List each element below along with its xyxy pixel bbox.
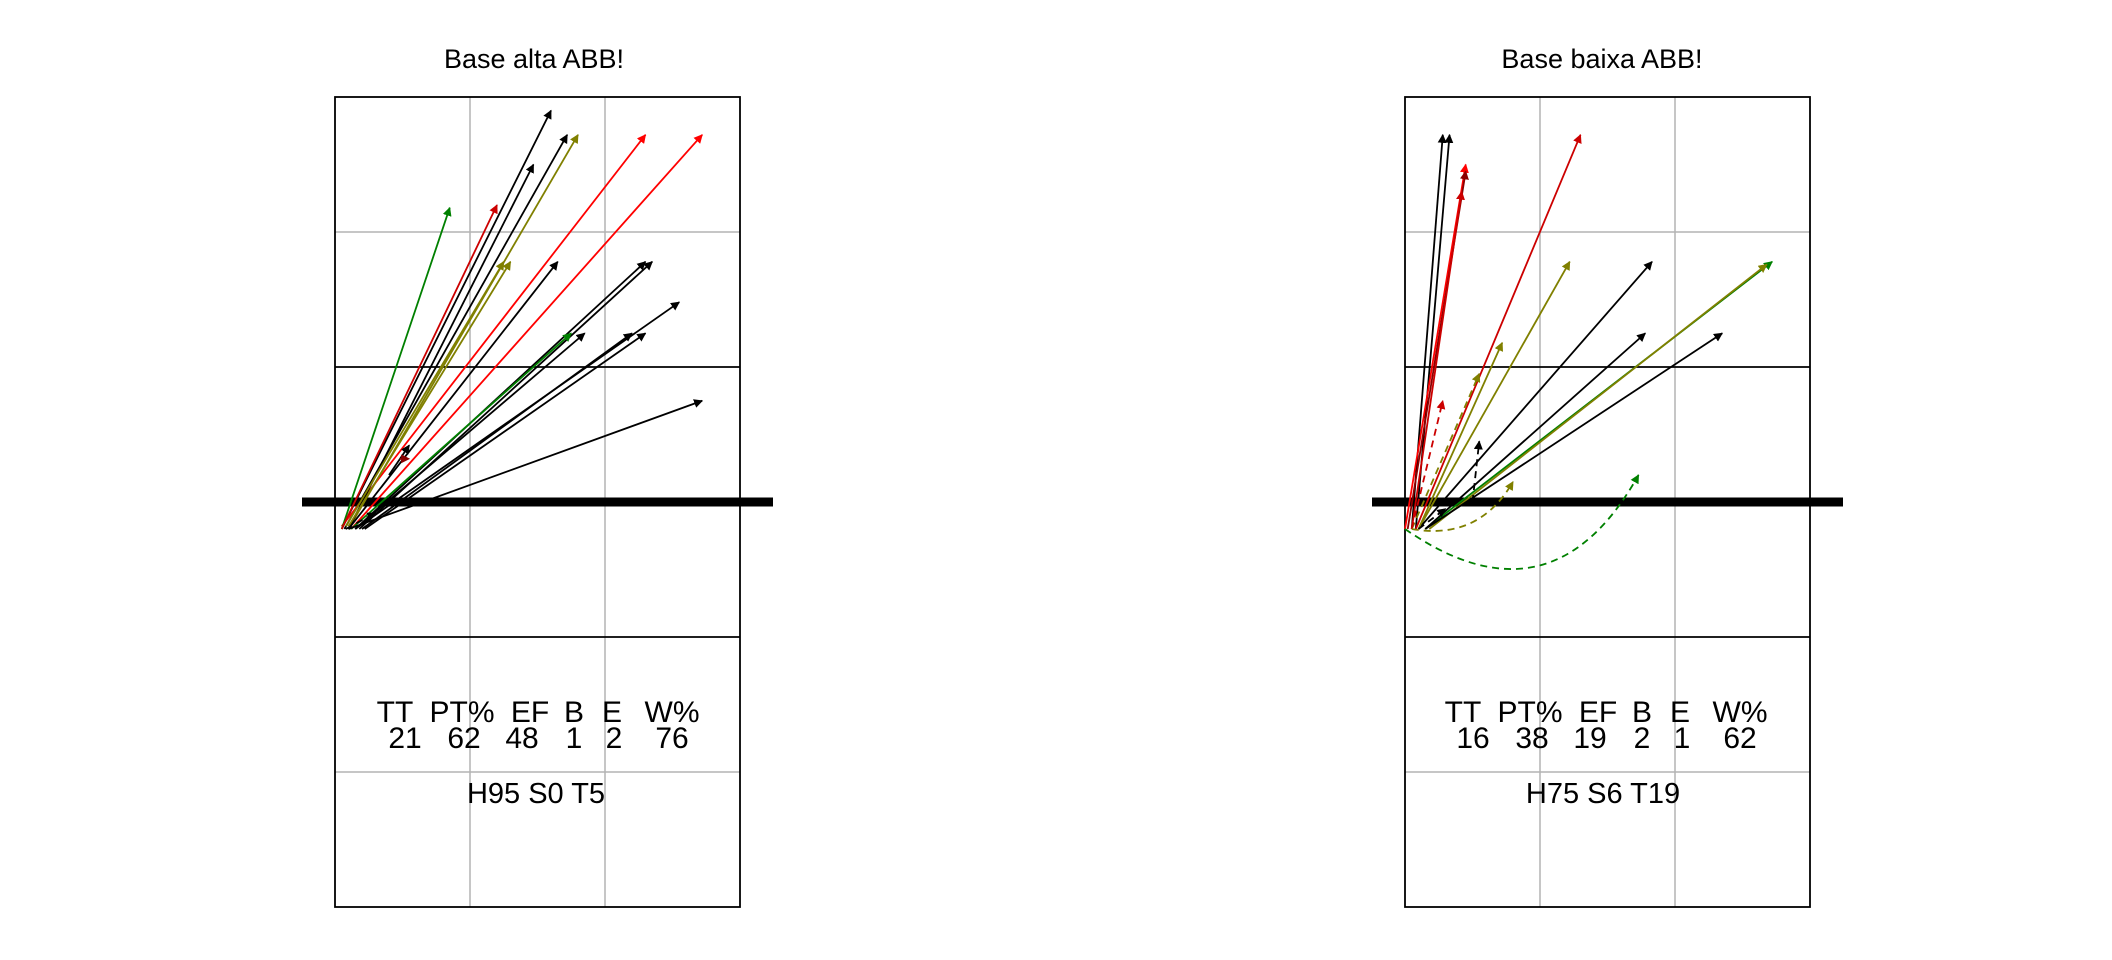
chart-panel-base-alta: Base alta ABB! TT PT% EF B E W% 21 62 48… [302,44,773,908]
attack-arrow [1428,263,1768,530]
stat-header-w: W% [645,696,700,729]
attack-arrow [1417,261,1653,530]
attack-arrow [1424,332,1646,530]
attack-arrow [1410,133,1447,530]
stat-value-b: 2 [1634,722,1651,755]
chart-panel-base-baixa: Base baixa ABB! TT PT% EF B E W% 16 38 1… [1372,44,1843,908]
stat-value-ef: 48 [505,722,538,755]
stat-value-e: 2 [606,722,623,755]
stat-value-ef: 19 [1573,722,1606,755]
attack-arrows [1404,133,1773,570]
attack-arrow [341,134,647,527]
panel-title: Base baixa ABB! [1501,44,1702,74]
stat-value-w: 76 [655,722,688,755]
stat-header-tt: TT [1445,696,1482,729]
stat-value-tt: 16 [1456,722,1489,755]
stat-value-pt: 62 [447,722,480,755]
attack-arrow [350,134,703,530]
attack-arrow [350,332,572,530]
attack-arrow [361,332,633,530]
stat-header-ef: EF [1579,696,1617,729]
attack-arrow [1410,372,1481,530]
stat-value-pt: 38 [1515,722,1548,755]
panel-title: Base alta ABB! [444,44,624,74]
stats-table: TT PT% EF B E W% 21 62 48 1 2 76 [377,696,700,755]
attack-arrow [1417,508,1447,530]
attack-arrow [1424,332,1724,530]
attack-arrow [347,260,512,527]
stat-header-pt: PT% [1497,696,1562,729]
stat-header-e: E [602,696,622,729]
attack-arrow [345,512,377,530]
attack-arrow [340,109,552,530]
attack-arrow [354,332,586,530]
attack-arrow [1410,190,1465,530]
attack-arrow [1404,163,1469,530]
attack-arrow [1417,260,1571,530]
stat-header-ef: EF [511,696,549,729]
attack-arrow [364,332,647,530]
footer-summary: H75 S6 T19 [1526,778,1680,810]
attack-arrow [1411,480,1514,532]
stat-header-w: W% [1713,696,1768,729]
attack-arrow [340,204,498,530]
attack-arrow [1471,440,1483,503]
stat-value-e: 1 [1674,722,1691,755]
attack-arrow [388,444,410,476]
stat-value-w: 62 [1723,722,1756,755]
stat-header-b: B [1632,696,1652,729]
attack-arrow [345,260,505,527]
stat-header-pt: PT% [429,696,494,729]
stat-value-b: 1 [566,722,583,755]
attack-arrow [340,206,452,530]
footer-summary: H95 S0 T5 [467,778,605,810]
stat-header-e: E [1670,696,1690,729]
stat-header-tt: TT [377,696,414,729]
stats-table: TT PT% EF B E W% 16 38 19 2 1 62 [1445,696,1768,755]
attack-arrow [347,260,559,530]
attack-arrow [347,163,535,530]
stat-value-tt: 21 [388,722,421,755]
attack-arrow [1417,341,1504,530]
attack-arrow [348,399,704,530]
attack-arrow [1404,474,1640,570]
attack-arrows [340,109,704,530]
attack-arrow [1410,399,1446,530]
attack-arrow [1414,133,1582,530]
stat-header-b: B [564,696,584,729]
